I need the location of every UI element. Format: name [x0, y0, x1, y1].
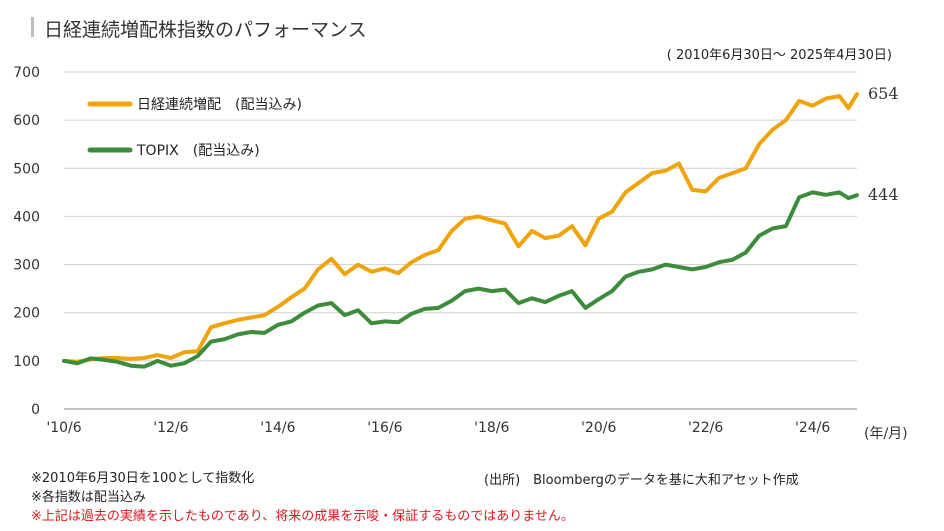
footnotes: ※2010年6月30日を100として指数化 ※各指数は配当込み ※上記は過去の実…: [31, 469, 574, 526]
x-tick-label: '10/6: [46, 420, 81, 436]
x-tick-label: '16/6: [367, 420, 402, 436]
title-accent-bar: [31, 17, 34, 37]
series-line: [62, 190, 859, 369]
x-tick-label: '18/6: [474, 420, 509, 436]
x-tick-label: '14/6: [260, 420, 295, 436]
y-tick-label: 0: [31, 402, 40, 418]
x-axis-unit-label: (年/月): [864, 426, 908, 442]
x-tick-label: '20/6: [581, 420, 616, 436]
series-line: [62, 92, 859, 364]
legend-label: 日経連続増配 (配当込み): [137, 96, 302, 113]
footnote-base: ※2010年6月30日を100として指数化: [31, 471, 255, 486]
legend-label: TOPIX (配当込み): [136, 143, 260, 159]
series-end-label: 444: [868, 185, 899, 204]
series-end-label: 654: [868, 84, 899, 103]
y-tick-label: 300: [13, 258, 40, 274]
y-tick-label: 200: [13, 306, 40, 322]
y-tick-label: 100: [13, 354, 40, 370]
footnote-dividend: ※各指数は配当込み: [31, 490, 146, 505]
disclaimer-warning: ※上記は過去の実績を示したものであり、将来の成果を示唆・保証するものではありませ…: [31, 509, 574, 524]
x-tick-label: '12/6: [153, 420, 188, 436]
x-tick-label: '22/6: [688, 420, 723, 436]
y-tick-label: 500: [13, 161, 40, 177]
y-tick-label: 600: [13, 113, 40, 129]
y-tick-label: 700: [13, 65, 40, 81]
source-note: (出所) Bloombergのデータを基に大和アセット作成: [484, 473, 799, 488]
y-tick-label: 400: [13, 209, 40, 225]
chart-title: 日経連続増配株指数のパフォーマンス: [44, 19, 367, 41]
period-label: ( 2010年6月30日～ 2025年4月30日): [666, 48, 892, 63]
x-tick-label: '24/6: [795, 420, 830, 436]
